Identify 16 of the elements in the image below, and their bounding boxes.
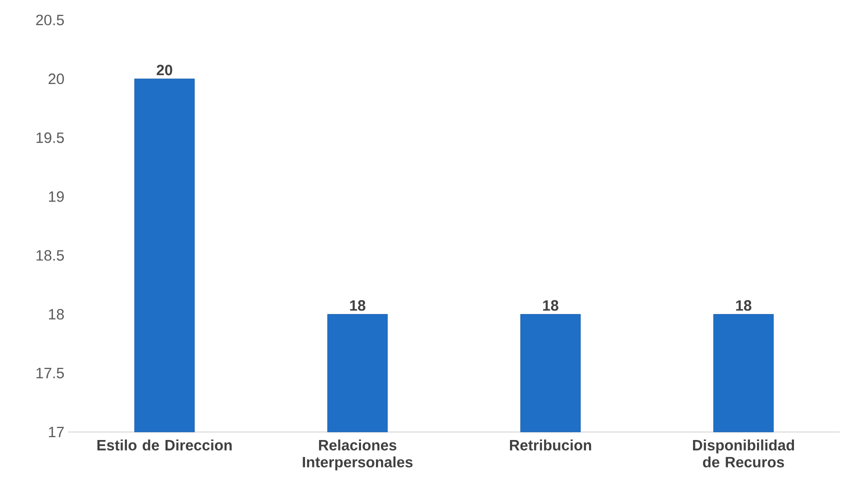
data-label: 18 bbox=[350, 300, 366, 311]
x-tick-label: Relaciones Interpersonales bbox=[302, 440, 413, 470]
data-label: 18 bbox=[736, 300, 752, 311]
y-tick-label: 20 bbox=[48, 74, 64, 84]
y-tick-label: 19.5 bbox=[36, 132, 64, 143]
y-tick-label: 17 bbox=[49, 426, 64, 438]
data-label: 20 bbox=[156, 64, 172, 76]
x-tick-label: Retribucion bbox=[510, 440, 592, 450]
x-tick-label: Estilo de Direccion bbox=[97, 440, 232, 450]
y-tick-label: 20.5 bbox=[36, 14, 64, 26]
y-tick-label: 19 bbox=[49, 191, 64, 202]
y-tick-label: 18.5 bbox=[36, 250, 64, 261]
x-tick-label: Disponibilidad de Recuros bbox=[693, 440, 794, 468]
y-tick-label: 17.5 bbox=[36, 368, 64, 378]
data-label: 18 bbox=[543, 300, 558, 311]
y-tick-label: 18 bbox=[49, 308, 64, 320]
